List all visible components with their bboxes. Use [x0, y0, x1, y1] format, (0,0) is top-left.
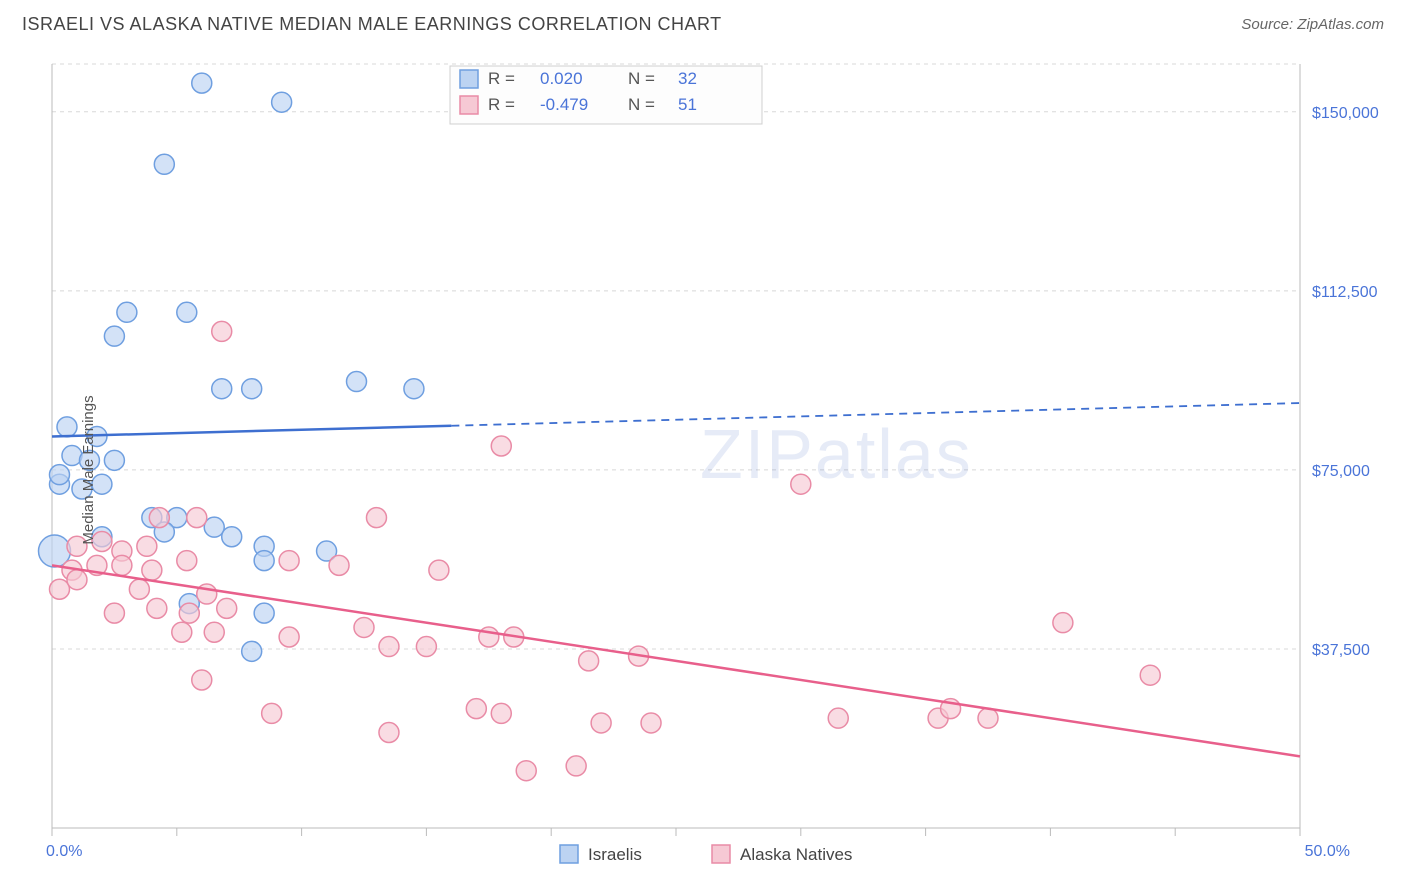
x-tick-label: 50.0% — [1305, 843, 1350, 860]
data-point — [204, 622, 224, 642]
data-point — [242, 641, 262, 661]
trendline-solid — [52, 426, 451, 437]
data-point — [154, 154, 174, 174]
data-point — [242, 379, 262, 399]
legend-n-label: N = — [628, 95, 655, 114]
data-point — [828, 708, 848, 728]
data-point — [978, 708, 998, 728]
y-tick-label: $112,500 — [1312, 284, 1378, 301]
data-point — [137, 536, 157, 556]
data-point — [404, 379, 424, 399]
data-point — [104, 450, 124, 470]
y-tick-label: $150,000 — [1312, 105, 1379, 122]
correlation-scatter-chart: $37,500 $75,000 $112,500 $150,000 0.0% 50.0% Z… — [0, 48, 1406, 892]
data-point — [641, 713, 661, 733]
data-point — [791, 474, 811, 494]
legend-r-value: -0.479 — [540, 95, 588, 114]
data-point — [254, 551, 274, 571]
data-point — [222, 527, 242, 547]
data-point — [172, 622, 192, 642]
data-point — [192, 73, 212, 93]
data-point — [149, 508, 169, 528]
data-point — [49, 465, 69, 485]
series-legend-label: Alaska Natives — [740, 845, 852, 864]
legend-n-value: 32 — [678, 69, 697, 88]
data-point — [129, 579, 149, 599]
legend-r-value: 0.020 — [540, 69, 583, 88]
source-name: ZipAtlas.com — [1297, 16, 1384, 33]
data-point — [179, 603, 199, 623]
data-point — [217, 598, 237, 618]
data-point — [67, 570, 87, 590]
data-point — [262, 703, 282, 723]
data-point — [347, 372, 367, 392]
data-point — [279, 627, 299, 647]
data-point — [192, 670, 212, 690]
legend-r-label: R = — [488, 69, 515, 88]
data-point — [1053, 613, 1073, 633]
data-point — [379, 637, 399, 657]
trendline-solid — [52, 565, 1300, 756]
legend-r-label: R = — [488, 95, 515, 114]
chart-title: ISRAELI VS ALASKA NATIVE MEDIAN MALE EAR… — [22, 14, 722, 35]
y-tick-label: $75,000 — [1312, 463, 1370, 480]
legend-n-label: N = — [628, 69, 655, 88]
legend-n-value: 51 — [678, 95, 697, 114]
data-point — [279, 551, 299, 571]
legend-swatch — [460, 70, 478, 88]
data-point — [212, 321, 232, 341]
data-point — [177, 302, 197, 322]
data-point — [354, 617, 374, 637]
data-point — [104, 326, 124, 346]
data-point — [212, 379, 232, 399]
data-point — [1140, 665, 1160, 685]
data-point — [416, 637, 436, 657]
data-point — [117, 302, 137, 322]
data-point — [142, 560, 162, 580]
data-point — [272, 92, 292, 112]
data-point — [366, 508, 386, 528]
x-tick-label: 0.0% — [46, 843, 82, 860]
data-point — [187, 508, 207, 528]
data-point — [112, 555, 132, 575]
data-point — [516, 761, 536, 781]
data-point — [57, 417, 77, 437]
data-point — [254, 603, 274, 623]
data-point — [49, 579, 69, 599]
legend-swatch — [712, 845, 730, 863]
watermark: ZIPatlas — [700, 415, 973, 493]
source-attribution: Source: ZipAtlas.com — [1241, 16, 1384, 34]
legend-swatch — [560, 845, 578, 863]
data-point — [177, 551, 197, 571]
data-point — [429, 560, 449, 580]
chart-area: Median Male Earnings $37,500 $75,000 $112,… — [0, 48, 1406, 892]
data-point — [147, 598, 167, 618]
data-point — [104, 603, 124, 623]
source-prefix: Source: — [1241, 16, 1297, 33]
data-point — [579, 651, 599, 671]
data-point — [491, 436, 511, 456]
series-legend-label: Israelis — [588, 845, 642, 864]
data-point — [466, 699, 486, 719]
y-tick-label: $37,500 — [1312, 642, 1370, 659]
data-point — [491, 703, 511, 723]
data-point — [566, 756, 586, 776]
data-point — [329, 555, 349, 575]
data-point — [591, 713, 611, 733]
legend-swatch — [460, 96, 478, 114]
data-point — [379, 723, 399, 743]
y-axis-label: Median Male Earnings — [80, 395, 97, 544]
data-point — [204, 517, 224, 537]
